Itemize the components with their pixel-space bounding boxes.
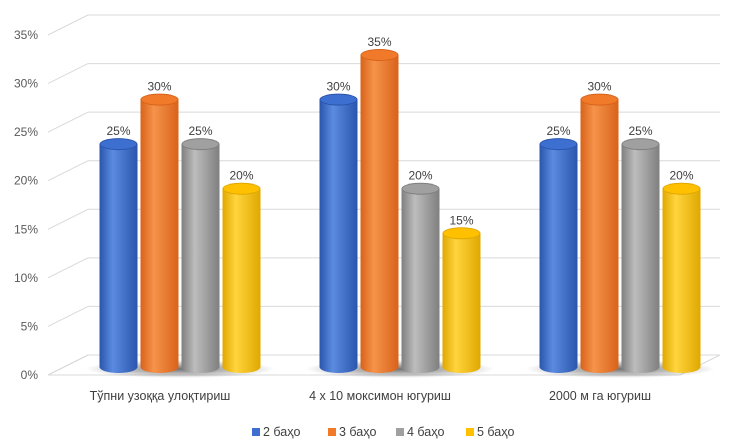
legend-swatch [328, 428, 336, 436]
data-label: 20% [669, 169, 693, 183]
bar [319, 93, 358, 374]
bar [401, 182, 440, 373]
legend-label: 5 баҳо [477, 425, 514, 439]
y-tick-label: 10% [14, 271, 38, 285]
bar [539, 138, 578, 373]
data-labels: 25% 30% 25% 20% 30% 35% 20% 15% 25% 30% 25% 20% [106, 35, 693, 227]
data-label: 25% [188, 124, 212, 138]
bar [99, 138, 138, 373]
legend-swatch [252, 428, 260, 436]
bar [442, 227, 481, 373]
legend-label: 3 баҳо [339, 425, 376, 439]
data-label: 25% [546, 124, 570, 138]
gridline-diagonal [47, 111, 89, 133]
bar [140, 93, 179, 374]
bar [580, 93, 619, 374]
gridline-diagonal [47, 305, 89, 327]
y-tick-label: 30% [14, 77, 38, 91]
y-tick-label: 35% [14, 28, 38, 42]
y-tick-label: 5% [21, 319, 39, 333]
data-label: 30% [147, 80, 171, 94]
x-axis-category-labels: Тўпни узоққа улоқтириш 4 x 10 моксимон юг… [90, 389, 651, 403]
x-category-label: Тўпни узоққа улоқтириш [90, 389, 231, 403]
data-label: 25% [628, 124, 652, 138]
data-label: 15% [449, 213, 473, 227]
y-tick-label: 15% [14, 222, 38, 236]
x-category-label: 2000 м га югуриш [549, 389, 651, 403]
legend-label: 4 баҳо [407, 425, 444, 439]
y-axis-tick-labels: 0% 5% 10% 15% 20% 25% 30% 35% [14, 28, 38, 382]
gridline-diagonal [47, 257, 89, 279]
data-label: 35% [367, 35, 391, 49]
data-label: 30% [587, 80, 611, 94]
legend-swatch [396, 428, 404, 436]
gridline-diagonal [47, 63, 89, 85]
gridline-diagonal [47, 208, 89, 230]
bar [181, 138, 220, 373]
legend-swatch [466, 428, 474, 436]
legend-label: 2 баҳо [263, 425, 300, 439]
bar [621, 138, 660, 373]
bar [662, 182, 701, 373]
y-tick-label: 0% [21, 368, 39, 382]
y-tick-label: 20% [14, 174, 38, 188]
bar-series [85, 49, 715, 378]
x-category-label: 4 x 10 моксимон югуриш [309, 389, 451, 403]
data-label: 20% [229, 169, 253, 183]
y-tick-label: 25% [14, 125, 38, 139]
data-label: 20% [408, 169, 432, 183]
legend: 2 баҳо 3 баҳо 4 баҳо 5 баҳо [252, 425, 514, 439]
data-label: 30% [326, 80, 350, 94]
bar [222, 182, 261, 373]
bar [360, 49, 399, 373]
gridline-diagonal [47, 14, 89, 36]
gridline-diagonal [47, 160, 89, 182]
data-label: 25% [106, 124, 130, 138]
